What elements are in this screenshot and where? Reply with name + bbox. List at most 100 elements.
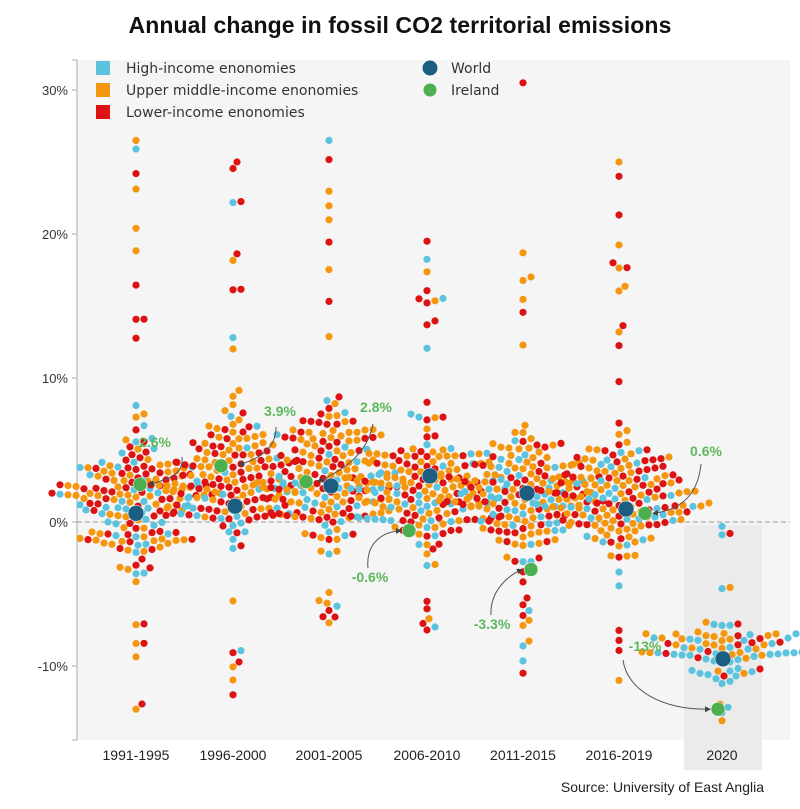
country-dot-high — [275, 472, 283, 480]
country-dot-upper — [591, 481, 599, 489]
country-dot-high — [114, 463, 122, 471]
country-dot-lower — [615, 636, 623, 645]
chart-title: Annual change in fossil CO2 territorial … — [128, 12, 672, 38]
country-dot-high — [597, 460, 605, 468]
country-dot-high — [415, 499, 423, 507]
country-dot-high — [353, 458, 361, 466]
country-dot-lower — [423, 416, 431, 424]
x-category-label: 2020 — [706, 747, 737, 763]
country-dot-high — [132, 570, 140, 578]
country-dot-lower — [146, 564, 154, 572]
country-dot-lower — [219, 522, 227, 530]
country-dot-upper — [122, 436, 130, 444]
country-dot-upper — [407, 479, 415, 487]
country-dot-upper — [597, 527, 605, 535]
country-dot-upper — [665, 453, 673, 461]
country-dot-upper — [439, 520, 447, 528]
country-dot-upper — [259, 483, 267, 491]
country-dot-lower — [140, 462, 148, 470]
country-dot-upper — [391, 474, 399, 482]
country-dot-lower — [415, 295, 423, 303]
country-dot-high — [750, 652, 758, 661]
country-dot-upper — [603, 481, 611, 489]
country-dot-upper — [345, 428, 353, 436]
country-dot-high — [704, 671, 712, 679]
country-dot-upper — [559, 462, 567, 470]
country-dot-upper — [672, 630, 680, 638]
country-dot-upper — [199, 471, 207, 479]
country-dot-lower — [535, 554, 543, 562]
country-dot-upper — [429, 448, 437, 456]
y-tick-label: -10% — [38, 659, 69, 674]
country-dot-lower — [423, 532, 431, 540]
country-dot-upper — [239, 491, 247, 499]
country-dot-upper — [557, 504, 565, 512]
ireland-marker — [132, 477, 148, 492]
country-dot-high — [744, 645, 752, 653]
country-dot-lower — [275, 485, 283, 493]
country-dot-upper — [245, 464, 253, 473]
country-dot-lower — [148, 545, 156, 554]
country-dot-upper — [437, 472, 445, 480]
country-dot-lower — [651, 464, 659, 472]
country-dot-lower — [267, 484, 275, 492]
country-dot-high — [495, 494, 503, 502]
country-dot-high — [457, 490, 465, 498]
country-dot-upper — [509, 485, 517, 493]
country-dot-high — [511, 437, 519, 445]
country-dot-lower — [132, 426, 140, 434]
country-dot-high — [229, 522, 237, 530]
country-dot-lower — [431, 432, 439, 440]
country-dot-lower — [128, 451, 136, 459]
country-dot-upper — [527, 435, 535, 443]
country-dot-upper — [615, 542, 623, 550]
country-dot-upper — [555, 495, 563, 504]
country-dot-high — [104, 518, 112, 526]
country-dot-high — [497, 475, 505, 484]
country-dot-lower — [126, 519, 134, 528]
country-dot-upper — [637, 522, 645, 530]
country-dot-lower — [347, 512, 355, 520]
country-dot-upper — [423, 541, 431, 549]
country-dot-high — [140, 422, 148, 430]
country-dot-upper — [315, 597, 323, 605]
country-dot-upper — [259, 439, 267, 447]
country-dot-lower — [299, 513, 307, 521]
country-dot-lower — [124, 531, 132, 539]
country-dot-lower — [325, 238, 333, 246]
country-dot-upper — [597, 486, 605, 494]
country-dot-lower — [195, 485, 203, 493]
country-dot-high — [112, 520, 120, 528]
country-dot-lower — [122, 484, 130, 492]
country-dot-high — [654, 649, 662, 657]
country-dot-lower — [233, 250, 241, 258]
country-dot-lower — [48, 489, 56, 497]
country-dot-upper — [243, 434, 251, 442]
country-dot-upper — [631, 483, 639, 491]
country-dot-upper — [647, 480, 655, 489]
country-dot-lower — [253, 513, 261, 521]
country-dot-lower — [473, 494, 481, 502]
country-dot-upper — [247, 450, 255, 459]
country-dot-upper — [429, 458, 437, 466]
country-dot-upper — [443, 452, 451, 460]
country-dot-upper — [549, 441, 557, 449]
country-dot-lower — [569, 492, 577, 500]
country-dot-upper — [441, 486, 449, 494]
country-dot-lower — [615, 172, 623, 180]
country-dot-upper — [525, 637, 533, 645]
country-dot-upper — [155, 481, 163, 489]
country-dot-lower — [511, 557, 519, 565]
country-dot-high — [122, 505, 130, 513]
country-dot-upper — [325, 588, 333, 597]
country-dot-upper — [355, 494, 363, 502]
country-dot-high — [792, 630, 800, 638]
country-dot-lower — [573, 453, 581, 461]
country-dot-upper — [487, 462, 495, 471]
country-dot-high — [533, 500, 541, 509]
country-dot-upper — [667, 508, 675, 516]
country-dot-upper — [64, 482, 72, 490]
x-category-label: 1996-2000 — [200, 747, 267, 763]
country-dot-upper — [615, 287, 623, 295]
country-dot-high — [387, 517, 395, 525]
